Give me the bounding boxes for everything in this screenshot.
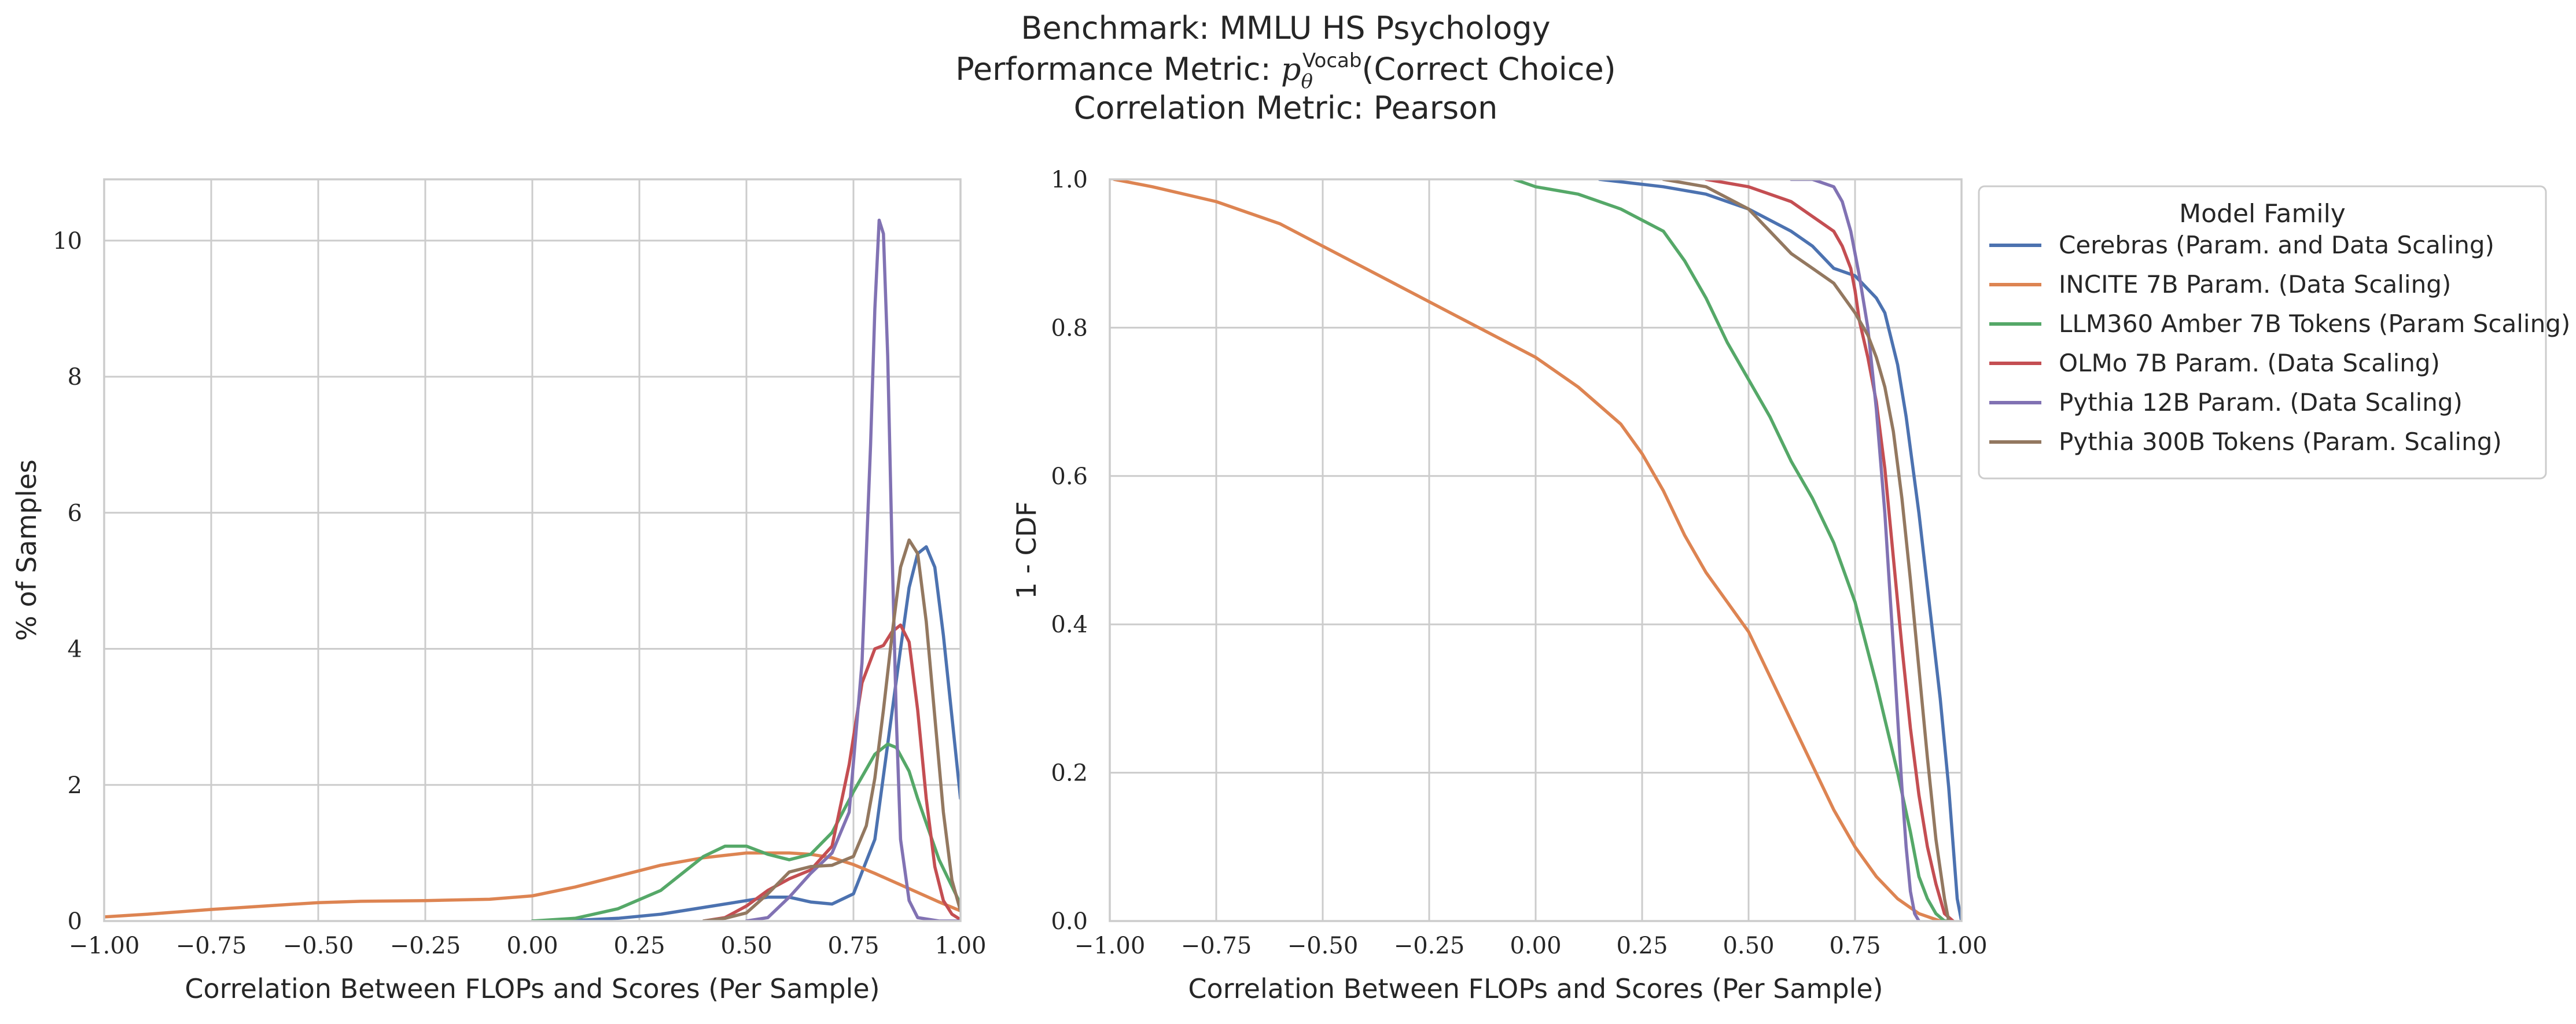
title-line-benchmark: Benchmark: MMLU HS Psychology bbox=[1021, 10, 1550, 46]
density-panel: −1.00 −0.75 −0.50 −0.25 0.00 0.25 0.50 0.75 1.00… bbox=[11, 178, 987, 1004]
cdf-x-tick-label: −0.50 bbox=[1287, 933, 1359, 959]
density-y-tick-label: 0 bbox=[68, 908, 82, 935]
legend-items: Cerebras (Param. and Data Scaling) INCITE… bbox=[1989, 231, 2570, 456]
figure-title: Benchmark: MMLU HS Psychology Performanc… bbox=[955, 10, 1615, 126]
cdf-series-olmo-7b-param-data-scaling bbox=[1704, 179, 1955, 921]
density-series-olmo-7b-param-data-scaling bbox=[702, 623, 961, 921]
density-x-tick-label: −0.50 bbox=[283, 933, 354, 959]
legend-box bbox=[1978, 185, 2547, 480]
cdf-x-tick-label: −0.75 bbox=[1181, 933, 1252, 959]
density-series-cerebras-param-and-data-scaling bbox=[531, 545, 961, 921]
title-metric-subscript: θ bbox=[1301, 70, 1312, 93]
legend-label-incite-7b-param-data-scaling: INCITE 7B Param. (Data Scaling) bbox=[2059, 270, 2451, 299]
title-metric-superscript: Vocab bbox=[1302, 49, 1362, 72]
cdf-x-tick-label: 0.50 bbox=[1723, 933, 1774, 959]
density-x-tick-label: 0.50 bbox=[720, 933, 772, 959]
cdf-plot-frame bbox=[1109, 178, 1963, 922]
density-series-lines bbox=[104, 218, 961, 921]
legend-label-pythia-300b-tokens-param-scaling: Pythia 300B Tokens (Param. Scaling) bbox=[2059, 428, 2502, 456]
cdf-series-pythia-12b-param-data-scaling bbox=[1789, 179, 1921, 921]
title-line-performance-metric: Performance Metric: pθVocab(Correct Choi… bbox=[955, 49, 1615, 93]
density-x-tick-label: −1.00 bbox=[69, 933, 140, 959]
density-series-pythia-12b-param-data-scaling bbox=[745, 218, 961, 921]
legend-label-pythia-12b-param-data-scaling: Pythia 12B Param. (Data Scaling) bbox=[2059, 388, 2463, 417]
cdf-x-tick-label: 0.75 bbox=[1829, 933, 1881, 959]
density-y-axis-label: % of Samples bbox=[11, 459, 42, 641]
cdf-x-tick-label: −0.25 bbox=[1394, 933, 1465, 959]
cdf-series-incite-7b-param-data-scaling bbox=[1112, 179, 1955, 921]
density-series-pythia-300b-tokens-param-scaling bbox=[702, 538, 961, 921]
density-y-tick-label: 6 bbox=[68, 500, 82, 526]
density-x-tick-label: −0.25 bbox=[390, 933, 461, 959]
density-x-tick-label: 0.25 bbox=[613, 933, 665, 959]
cdf-y-axis-label: 1 - CDF bbox=[1011, 501, 1042, 599]
cdf-series-pythia-300b-tokens-param-scaling bbox=[1662, 179, 1951, 921]
density-tick-labels: −1.00 −0.75 −0.50 −0.25 0.00 0.25 0.50 0.75 1.00… bbox=[53, 228, 986, 959]
legend-label-llm360-amber-7b-tokens-param-scaling: LLM360 Amber 7B Tokens (Param Scaling) bbox=[2059, 310, 2570, 338]
cdf-y-tick-label: 0.8 bbox=[1051, 315, 1088, 341]
cdf-panel: −1.00 −0.75 −0.50 −0.25 0.00 0.25 0.50 0.75 1.00… bbox=[1011, 167, 1988, 1004]
title-metric-symbol: p bbox=[1281, 51, 1301, 87]
legend-label-cerebras-param-and-data-scaling: Cerebras (Param. and Data Scaling) bbox=[2059, 231, 2494, 259]
cdf-x-tick-label: 0.00 bbox=[1510, 933, 1561, 959]
cdf-series-llm360-amber-7b-tokens-param-scaling bbox=[1513, 179, 1955, 921]
cdf-x-tick-label: −1.00 bbox=[1074, 933, 1146, 959]
density-x-tick-label: 1.00 bbox=[934, 933, 986, 959]
title-metric-suffix: (Correct Choice) bbox=[1361, 51, 1615, 87]
cdf-y-tick-label: 0.6 bbox=[1051, 463, 1088, 490]
density-x-tick-label: −0.75 bbox=[176, 933, 247, 959]
density-x-tick-label: 0.00 bbox=[506, 933, 558, 959]
density-series-llm360-amber-7b-tokens-param-scaling bbox=[531, 742, 961, 921]
cdf-series-lines bbox=[1112, 179, 1962, 921]
cdf-tick-labels: −1.00 −0.75 −0.50 −0.25 0.00 0.25 0.50 0.75 1.00… bbox=[1051, 167, 1987, 959]
legend-title: Model Family bbox=[2179, 199, 2346, 229]
legend: Model Family Cerebras (Param. and Data S… bbox=[1978, 185, 2570, 480]
density-gridlines bbox=[103, 179, 962, 922]
cdf-x-axis-label: Correlation Between FLOPs and Scores (Pe… bbox=[1188, 973, 1883, 1004]
legend-label-olmo-7b-param-data-scaling: OLMo 7B Param. (Data Scaling) bbox=[2059, 349, 2440, 377]
density-x-axis-label: Correlation Between FLOPs and Scores (Pe… bbox=[185, 973, 879, 1004]
density-y-tick-label: 8 bbox=[68, 364, 82, 391]
density-x-tick-label: 0.75 bbox=[827, 933, 879, 959]
cdf-y-tick-label: 1.0 bbox=[1051, 167, 1088, 193]
density-y-tick-label: 4 bbox=[68, 636, 82, 663]
cdf-x-tick-label: 0.25 bbox=[1616, 933, 1668, 959]
density-y-tick-label: 2 bbox=[68, 772, 82, 799]
title-metric-prefix: Performance Metric: bbox=[955, 51, 1281, 87]
cdf-y-tick-label: 0.4 bbox=[1051, 612, 1088, 638]
density-y-tick-label: 10 bbox=[53, 228, 82, 255]
density-series-incite-7b-param-data-scaling bbox=[104, 851, 961, 919]
cdf-y-tick-label: 0.2 bbox=[1051, 760, 1088, 787]
density-plot-frame bbox=[103, 178, 962, 922]
cdf-x-tick-label: 1.00 bbox=[1935, 933, 1987, 959]
cdf-y-tick-label: 0.0 bbox=[1051, 908, 1088, 935]
title-line-correlation-metric: Correlation Metric: Pearson bbox=[1074, 90, 1498, 126]
